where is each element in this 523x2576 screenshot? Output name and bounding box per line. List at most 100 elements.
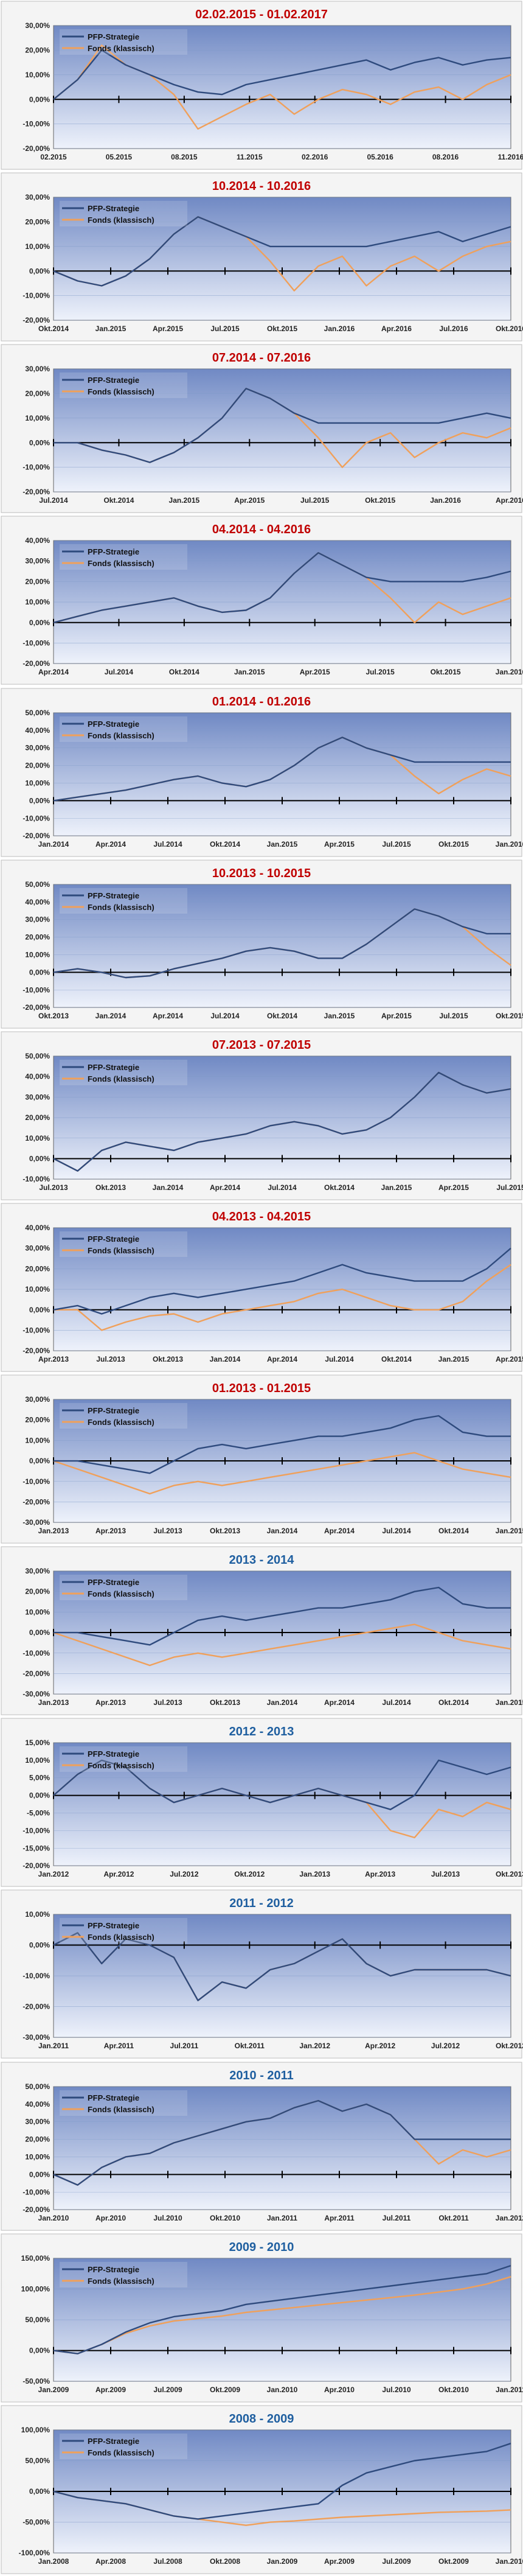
x-tick-label: Jul.2009 — [382, 2557, 411, 2566]
x-tick-label: Apr.2015 — [324, 840, 355, 849]
chart-panel: 2008 - 2009 100,00% 50,00% 0,00% -50,00% -100… — [0, 2404, 523, 2576]
chart-panel: 04.2014 - 04.2016 40,00% 30,00% 20,00% 10,00… — [0, 515, 523, 687]
y-tick-label: 5,00% — [29, 1774, 50, 1782]
y-tick-label: -100,00% — [19, 2549, 50, 2557]
legend-box — [60, 1575, 188, 1601]
x-tick-label: Jan.2014 — [267, 1698, 298, 1707]
chart-panel: 10.2013 - 10.2015 50,00% 40,00% 30,00% 20,00… — [0, 859, 523, 1031]
x-tick-label: 08.2015 — [171, 153, 198, 161]
y-tick-label: 100,00% — [21, 2426, 50, 2434]
chart-svg: 04.2013 - 04.2015 40,00% 30,00% 20,00% 10,00… — [1, 1203, 523, 1372]
x-tick-label: Jan.2013 — [38, 1698, 69, 1707]
chart-svg: 07.2013 - 07.2015 50,00% 40,00% 30,00% 20,00… — [1, 1031, 523, 1200]
chart-svg: 04.2014 - 04.2016 40,00% 30,00% 20,00% 10,00… — [1, 516, 523, 685]
x-tick-label: Jan.2015 — [267, 840, 298, 849]
chart-title: 2013 - 2014 — [229, 1553, 294, 1567]
y-tick-label: 0,00% — [29, 796, 50, 805]
x-tick-label: Jan.2013 — [299, 1870, 330, 1878]
series-line-fund — [53, 2275, 511, 2354]
y-tick-label: -5,00% — [27, 1809, 50, 1818]
y-tick-label: 100,00% — [21, 2284, 50, 2293]
x-tick-label: Jan.2015 — [496, 1527, 523, 1535]
chart-title: 10.2014 - 10.2016 — [212, 180, 311, 193]
x-tick-label: Jan.2015 — [381, 1183, 412, 1192]
y-tick-label: 0,00% — [29, 267, 50, 275]
x-tick-label: Okt.2011 — [438, 2214, 469, 2222]
x-tick-label: Apr.2013 — [38, 1355, 69, 1363]
series-line-pfp — [54, 1586, 511, 1646]
chart-panel: 07.2013 - 07.2015 50,00% 40,00% 30,00% 20,00… — [0, 1031, 523, 1202]
x-tick-label: Jul.2015 — [382, 840, 411, 849]
x-tick-label: Jan.2008 — [38, 2557, 69, 2566]
x-tick-label: Jul.2014 — [382, 1698, 411, 1707]
x-tick-label: Okt.2015 — [431, 668, 461, 677]
legend-box — [60, 887, 188, 914]
y-tick-label: -20,00% — [23, 2205, 50, 2214]
x-tick-label: Okt.2010 — [210, 2214, 240, 2222]
y-tick-label: 20,00% — [25, 933, 50, 941]
x-tick-label: 05.2016 — [367, 153, 393, 161]
legend-box — [60, 1746, 188, 1773]
y-tick-label: 50,00% — [25, 2315, 50, 2324]
legend-box — [60, 716, 188, 742]
y-tick-label: -20,00% — [23, 2003, 50, 2011]
chart-title: 07.2013 - 07.2015 — [212, 1038, 311, 1052]
y-tick-label: 30,00% — [25, 21, 50, 30]
y-tick-label: 50,00% — [25, 2082, 50, 2091]
x-tick-label: Jul.2014 — [268, 1183, 297, 1192]
y-tick-label: 10,00% — [25, 1436, 50, 1444]
x-tick-label: Okt.2016 — [496, 324, 523, 333]
y-tick-label: 20,00% — [25, 46, 50, 54]
y-tick-label: -10,00% — [23, 1326, 50, 1334]
x-tick-label: Okt.2013 — [496, 1870, 523, 1878]
x-tick-label: Okt.2009 — [210, 2385, 240, 2394]
legend-box — [60, 2090, 188, 2116]
x-tick-label: Apr.2014 — [267, 1355, 297, 1363]
y-tick-label: 0,00% — [29, 1791, 50, 1800]
y-tick-label: 0,00% — [29, 968, 50, 976]
legend-box — [60, 373, 188, 399]
x-tick-label: Jan.2010 — [267, 2385, 298, 2394]
x-tick-label: Jan.2014 — [267, 1527, 298, 1535]
legend-label: PFP-Strategie — [88, 1578, 139, 1587]
x-tick-label: Apr.2013 — [95, 1527, 126, 1535]
y-tick-label: -50,00% — [23, 2518, 50, 2526]
x-tick-label: Jul.2011 — [170, 2042, 199, 2051]
x-tick-label: Jul.2012 — [170, 1870, 199, 1878]
y-tick-label: 20,00% — [25, 390, 50, 398]
x-tick-label: Okt.2010 — [438, 2385, 469, 2394]
x-tick-label: Jul.2015 — [496, 1183, 523, 1192]
y-tick-label: 20,00% — [25, 761, 50, 769]
chart-title: 2010 - 2011 — [229, 2069, 294, 2082]
series-line-pfp — [54, 388, 511, 464]
x-tick-label: Jan.2015 — [234, 668, 265, 677]
x-tick-label: Jul.2014 — [105, 668, 134, 677]
plot-area — [53, 25, 511, 149]
series-line-pfp — [53, 2264, 511, 2354]
x-tick-label: Jul.2013 — [39, 1183, 68, 1192]
y-tick-label: 30,00% — [25, 1244, 50, 1253]
y-tick-label: 15,00% — [25, 1738, 50, 1747]
y-tick-label: -10,00% — [23, 1827, 50, 1835]
y-tick-label: -10,00% — [23, 463, 50, 472]
x-tick-label: Jan.2014 — [38, 840, 69, 849]
legend-label: Fonds (klassisch) — [88, 1589, 154, 1598]
x-tick-label: Apr.2013 — [95, 1698, 126, 1707]
y-tick-label: 40,00% — [25, 898, 50, 906]
y-tick-label: 0,00% — [29, 1457, 50, 1465]
plot-area — [53, 712, 511, 836]
y-tick-label: 40,00% — [25, 1072, 50, 1080]
series-line-pfp — [53, 908, 511, 978]
y-tick-label: 50,00% — [25, 2456, 50, 2465]
chart-title: 2011 - 2012 — [229, 1897, 294, 1910]
chart-title: 04.2013 - 04.2015 — [212, 1210, 311, 1223]
y-tick-label: 0,00% — [29, 2170, 50, 2179]
x-tick-label: Jul.2013 — [431, 1870, 460, 1878]
x-tick-label: Jul.2015 — [300, 496, 330, 505]
legend-box — [60, 29, 188, 55]
chart-title: 2012 - 2013 — [229, 1725, 294, 1738]
x-tick-label: Apr.2012 — [103, 1870, 134, 1878]
series-line-fund — [54, 1264, 511, 1331]
y-tick-label: 0,00% — [29, 1306, 50, 1314]
